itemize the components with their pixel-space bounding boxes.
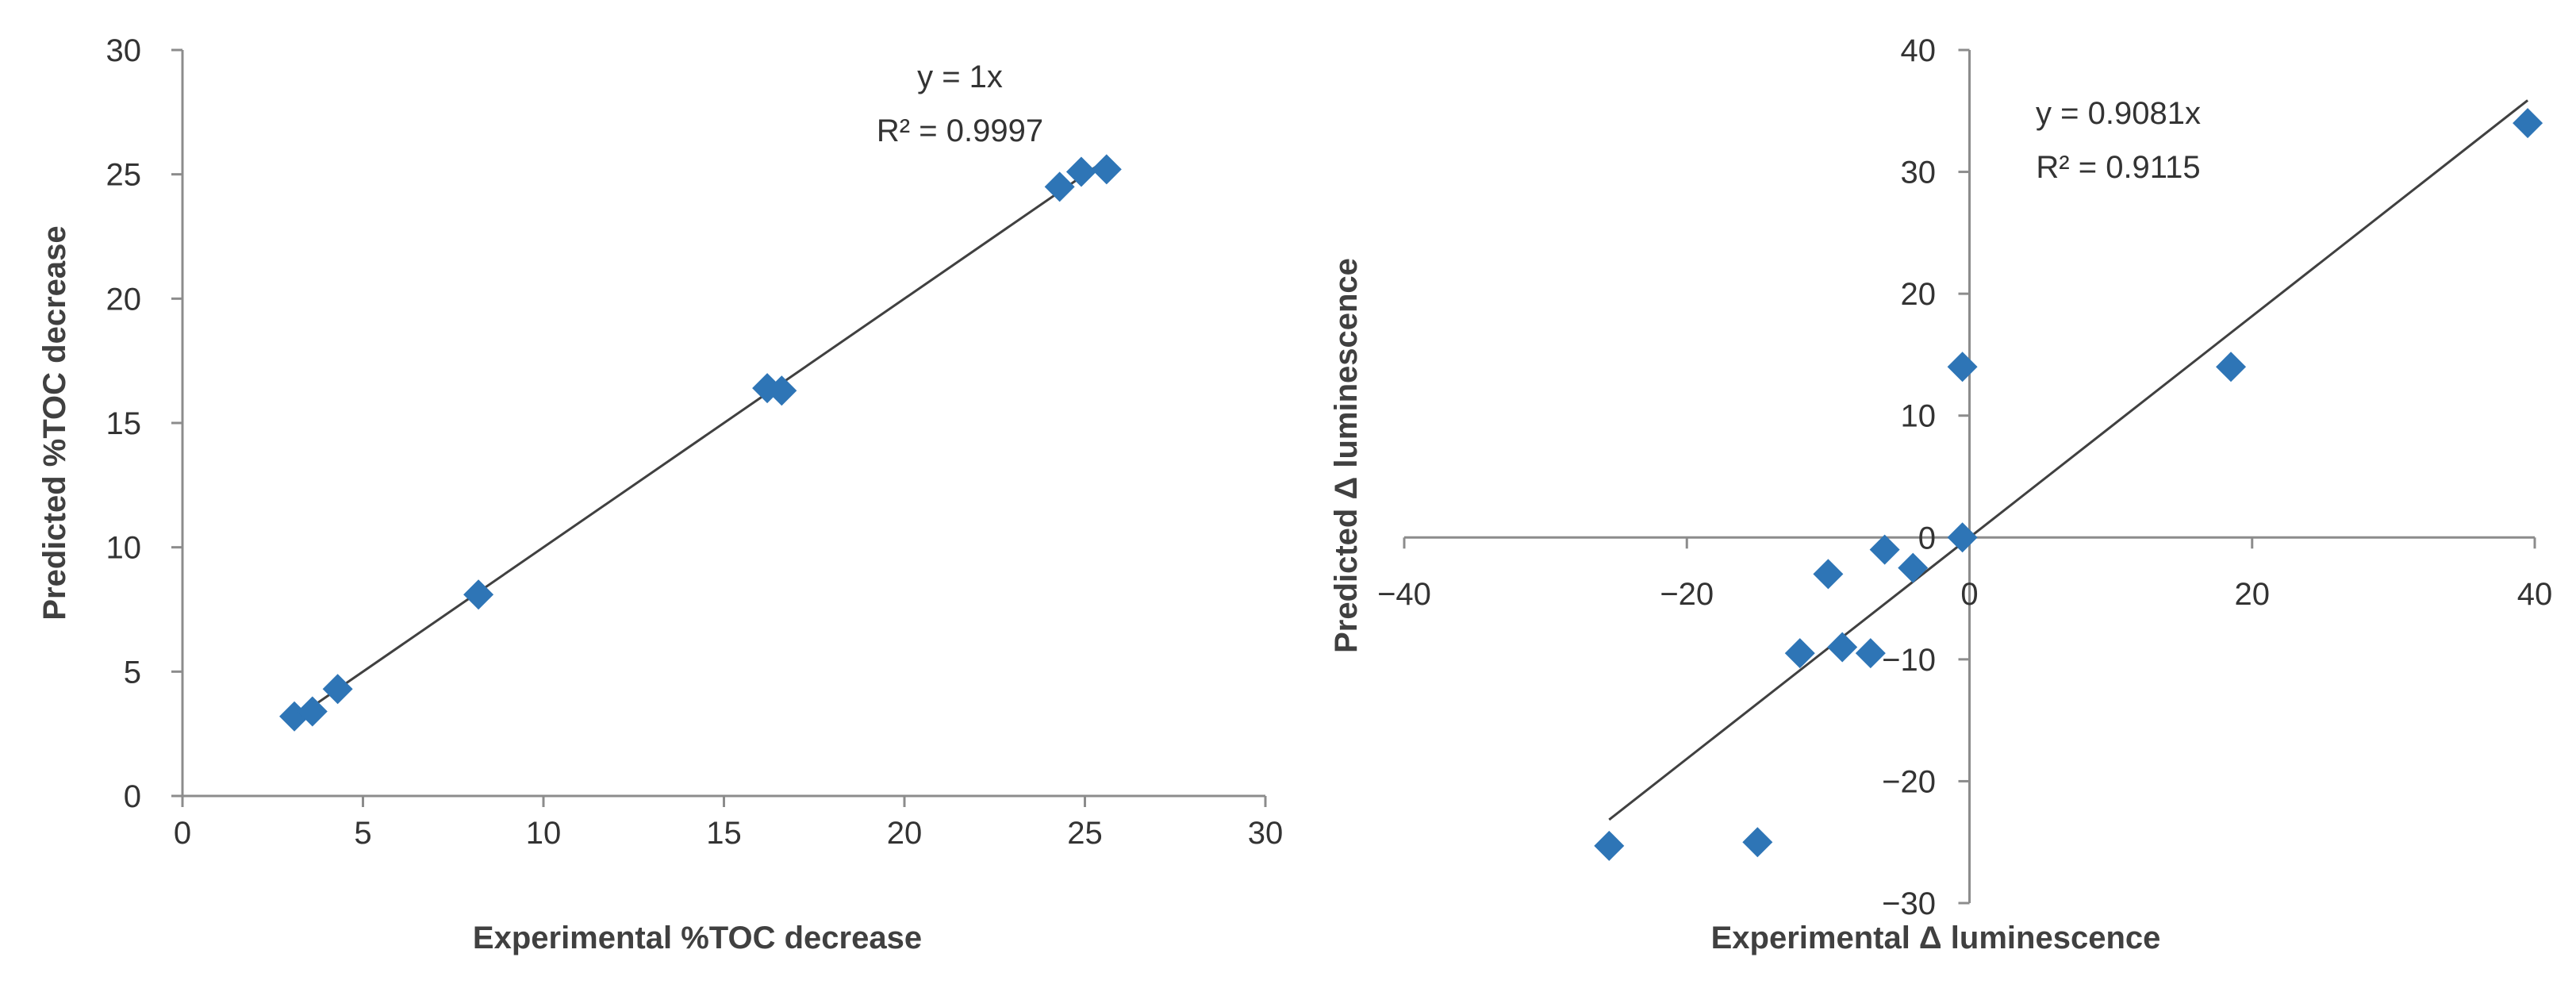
chart-2: −40 −20 0 20 40 −30 −20 −10 0 10 20 30 40 y = 0.9081x… [1329,33,2552,955]
x-axis-title: Experimental %TOC decrease [473,921,922,955]
y-tick-label: 15 [106,406,142,441]
data-point [1742,827,1773,858]
x-tick-label: −40 [1377,577,1431,612]
data-point [1091,154,1122,185]
r-squared-label: R² = 0.9997 [877,113,1043,148]
y-tick-label: 40 [1901,33,1937,68]
data-point [1784,638,1815,669]
data-point [1947,352,1978,383]
r-squared-label: R² = 0.9115 [2036,150,2200,185]
chart-1: 0 5 10 15 20 25 30 0 5 10 15 20 25 30 y = 1x R² = 0.999… [37,33,1283,955]
x-tick-label: 0 [1960,577,1978,612]
x-tick-label: 5 [354,816,371,851]
data-point [322,674,353,705]
data-point [1827,632,1858,663]
x-tick-label: 0 [174,816,191,851]
y-tick-label: 20 [1901,277,1937,312]
x-axis-title: Experimental Δ luminescence [1711,921,2161,955]
x-tick-label: 40 [2517,577,2553,612]
x-tick-label: 30 [1248,816,1284,851]
x-tick-label: 25 [1067,816,1103,851]
x-tick-label: 15 [706,816,742,851]
y-tick-label: 25 [106,158,142,193]
data-point [766,375,797,406]
data-point [1594,830,1625,861]
trendline-equation: y = 0.9081x [2036,96,2201,131]
y-tick-label: 5 [124,655,141,690]
y-tick-label: 30 [106,33,142,68]
y-tick-label: −20 [1882,764,1936,799]
x-tick-label: 10 [526,816,562,851]
trendline [1608,99,2529,821]
x-tick-label: 20 [887,816,923,851]
data-point [1898,552,1929,583]
data-point [2216,352,2247,383]
data-point [1947,522,1978,553]
x-tick-label: 20 [2235,577,2271,612]
y-tick-label: 20 [106,282,142,317]
data-point [1065,156,1096,187]
data-point [1044,171,1075,202]
data-point [1855,638,1886,669]
y-tick-label: −10 [1882,643,1936,678]
y-tick-label: 0 [124,779,141,814]
trendline [294,158,1108,721]
data-point [463,579,494,610]
trendline-equation: y = 1x [917,60,1003,94]
y-axis-title: Predicted Δ luminescence [1329,258,1364,653]
data-point [1869,534,1900,565]
x-tick-label: −20 [1660,577,1714,612]
y-tick-label: 10 [1901,399,1937,434]
y-tick-label: 0 [1918,521,1936,556]
y-tick-label: 10 [106,531,142,566]
y-tick-label: −30 [1882,886,1936,921]
y-tick-label: 30 [1901,156,1937,190]
data-point [1813,559,1844,590]
data-point [2513,108,2543,139]
y-axis-title: Predicted %TOC decrease [37,225,72,620]
data-point [297,696,328,727]
